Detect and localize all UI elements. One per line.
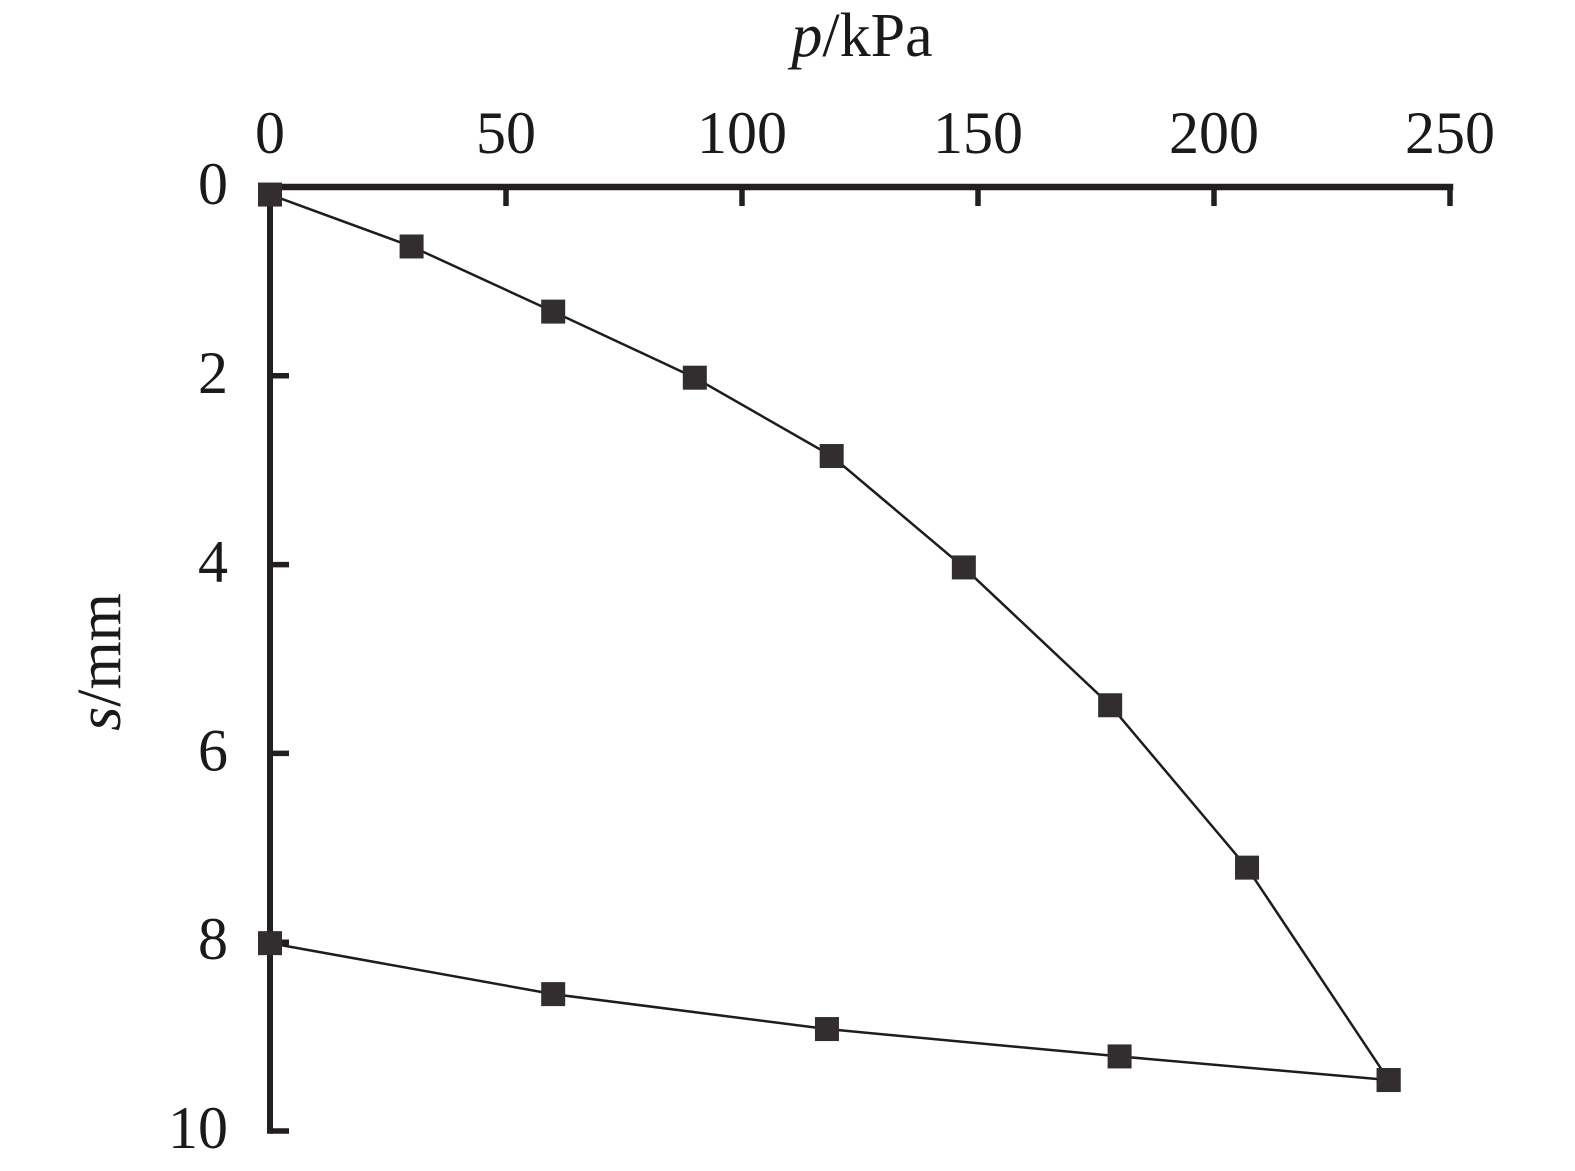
y-tick-label: 0 [198, 151, 228, 217]
loading-curve-marker [819, 444, 844, 469]
y-tick-label: 2 [198, 340, 228, 406]
rebound-curve-marker [814, 1017, 839, 1042]
y-tick-label: 8 [198, 906, 228, 972]
data-series [258, 182, 1401, 1093]
loading-curve-marker [951, 555, 976, 580]
loading-curve-marker [541, 299, 566, 324]
rebound-curve-line [268, 941, 1390, 1082]
x-tick-label: 0 [255, 100, 285, 166]
x-tick-label: 50 [476, 100, 536, 166]
loading-curve-marker [399, 234, 424, 259]
loading-curve-marker [258, 182, 282, 207]
rebound-curve-marker [541, 982, 566, 1007]
rebound-curve-marker [258, 931, 282, 956]
tick-labels: 0 50 100 150 200 250 0 2 4 6 8 10 [168, 100, 1495, 1161]
loading-curve-marker [682, 365, 707, 390]
rebound-curve-marker [1107, 1044, 1132, 1069]
loading-curve-marker [1235, 855, 1260, 880]
x-tick-label: 250 [1405, 100, 1495, 166]
y-axis-title: s/mm [66, 593, 134, 731]
x-tick-label: 200 [1169, 100, 1259, 166]
x-tick-label: 150 [933, 100, 1023, 166]
x-tick-label: 100 [697, 100, 787, 166]
y-tick-label: 4 [198, 529, 228, 595]
x-axis-title: p/kPa [787, 2, 932, 70]
y-tick-label: 10 [168, 1095, 228, 1161]
loading-curve-marker [1098, 693, 1123, 718]
rebound-curve-marker [1376, 1068, 1401, 1093]
y-tick-label: 6 [198, 717, 228, 783]
loading-curve-line [268, 193, 1390, 1082]
axes [266, 183, 1454, 1134]
